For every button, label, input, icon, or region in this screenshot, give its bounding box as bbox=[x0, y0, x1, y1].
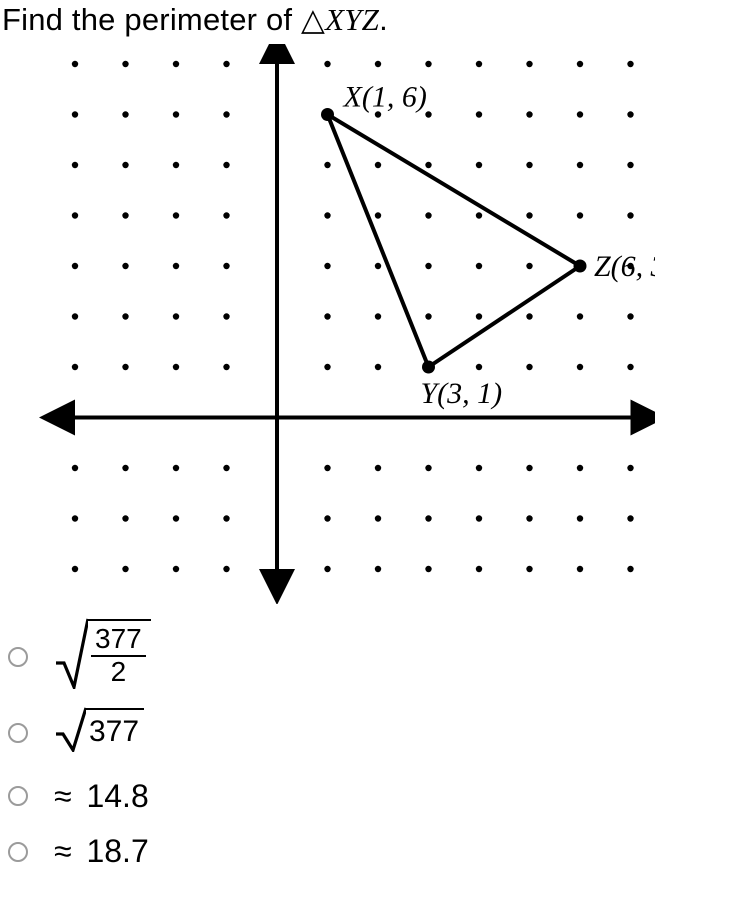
graph-container: X(1, 6) Y(3, 1) Z(6, 3) bbox=[0, 44, 738, 604]
fraction: 377 2 bbox=[91, 624, 146, 688]
approx-symbol: ≈ bbox=[54, 778, 72, 814]
option-a-label: 377 2 bbox=[54, 617, 151, 697]
svg-text:Z(6, 3): Z(6, 3) bbox=[594, 250, 655, 283]
radio-c[interactable] bbox=[8, 786, 28, 806]
option-b-label: 377 bbox=[54, 706, 144, 760]
triangle-name: XYZ bbox=[325, 2, 379, 37]
frac-num: 377 bbox=[91, 624, 146, 657]
page: Find the perimeter of △XYZ. X(1, 6) Y(3, … bbox=[0, 2, 738, 918]
frac-den: 2 bbox=[107, 657, 131, 688]
question-text: Find the perimeter of △XYZ. bbox=[2, 2, 738, 38]
radicand: 377 bbox=[89, 717, 139, 747]
option-c-label: ≈ 14.8 bbox=[54, 778, 149, 815]
point-labels: X(1, 6) Y(3, 1) Z(6, 3) bbox=[343, 81, 656, 411]
option-c[interactable]: ≈ 14.8 bbox=[8, 776, 738, 816]
coordinate-graph: X(1, 6) Y(3, 1) Z(6, 3) bbox=[35, 44, 655, 604]
grid-dots bbox=[72, 61, 634, 572]
radio-b[interactable] bbox=[8, 723, 28, 743]
option-b[interactable]: 377 bbox=[8, 706, 738, 760]
triangle-xyz bbox=[321, 108, 587, 374]
sqrt-frac-expr: 377 2 bbox=[54, 617, 151, 689]
option-d-value: 18.7 bbox=[86, 838, 148, 865]
question-prefix: Find the perimeter of bbox=[2, 2, 301, 37]
svg-text:Y(3, 1): Y(3, 1) bbox=[421, 377, 503, 410]
svg-text:X(1, 6): X(1, 6) bbox=[343, 81, 427, 114]
radical-icon bbox=[54, 617, 88, 689]
axes bbox=[57, 46, 649, 587]
radio-a[interactable] bbox=[8, 647, 28, 667]
option-d[interactable]: ≈ 18.7 bbox=[8, 838, 738, 865]
approx-symbol: ≈ bbox=[54, 838, 72, 865]
sqrt-expr: 377 bbox=[54, 706, 144, 752]
option-c-value: 14.8 bbox=[86, 778, 148, 814]
radio-d[interactable] bbox=[8, 842, 28, 862]
answer-options: 377 2 377 bbox=[0, 618, 738, 865]
option-d-label: ≈ 18.7 bbox=[54, 838, 149, 865]
radical-icon bbox=[54, 706, 86, 752]
option-a[interactable]: 377 2 bbox=[8, 618, 738, 696]
question-suffix: . bbox=[379, 2, 388, 37]
triangle-symbol: △ bbox=[301, 2, 325, 37]
